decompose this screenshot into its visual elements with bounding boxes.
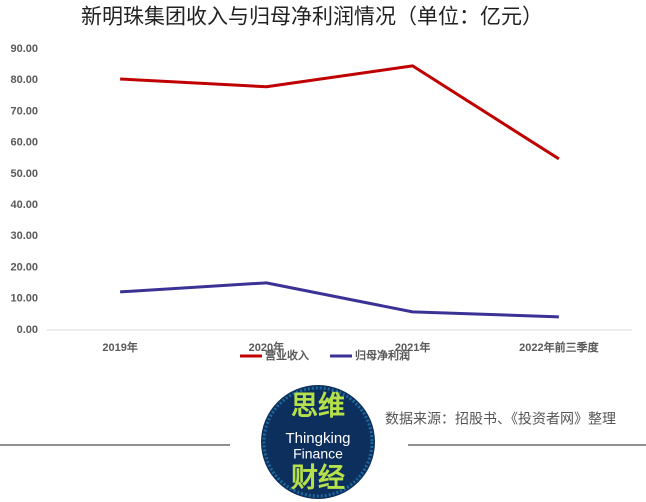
legend-label: 归母净利润 (355, 348, 410, 362)
x-tick-label: 2021年 (395, 340, 430, 354)
legend-label: 营业收入 (265, 348, 309, 362)
y-tick-label: 0.00 (17, 324, 38, 336)
x-tick-label: 2019年 (102, 340, 137, 354)
y-tick-label: 40.00 (10, 199, 38, 211)
logo-ring (262, 386, 374, 498)
logo-text: Thingking (285, 430, 350, 447)
logo-text: Finance (293, 446, 343, 462)
series-line (120, 281, 559, 319)
logo-text: 财经 (291, 462, 345, 493)
y-tick-label: 70.00 (10, 105, 38, 117)
y-tick-label: 60.00 (10, 137, 38, 149)
x-tick-label: 2022年前三季度 (519, 340, 599, 354)
y-tick-label: 20.00 (10, 261, 38, 273)
logo-circle (261, 385, 375, 499)
logo-text: 思维 (291, 391, 345, 421)
series-line (120, 64, 560, 161)
y-tick-label: 10.00 (10, 293, 38, 305)
x-tick-label: 2020年 (249, 340, 284, 354)
y-tick-label: 30.00 (10, 230, 38, 242)
y-tick-label: 50.00 (10, 168, 38, 180)
chart-title: 新明珠集团收入与归母净利润情况（单位：亿元） (81, 6, 543, 29)
source-note: 数据来源：招股书、《投资者网》整理 (385, 411, 616, 427)
y-tick-label: 90.00 (10, 43, 38, 55)
y-tick-label: 80.00 (10, 74, 38, 86)
